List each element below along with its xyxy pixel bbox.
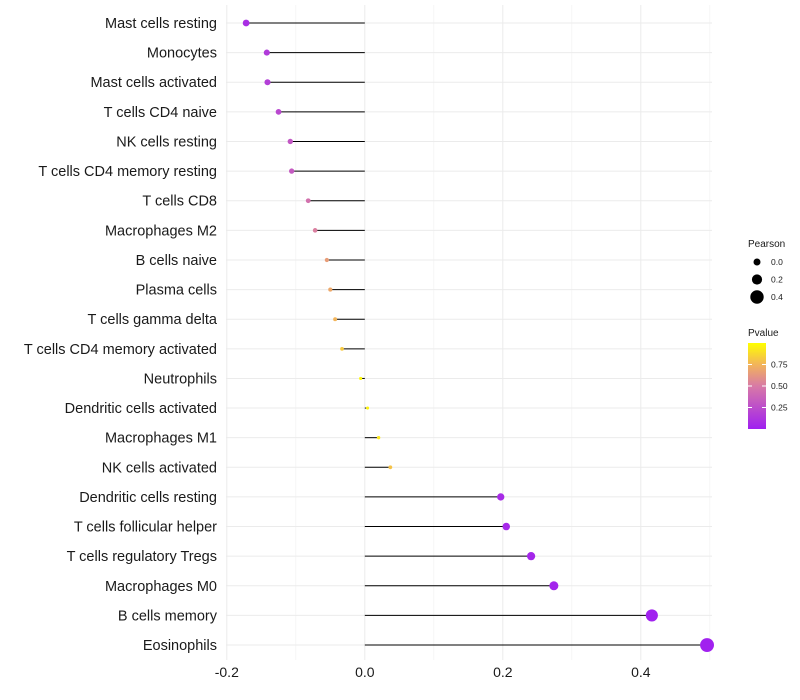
y-tick-label: B cells naive — [136, 253, 217, 269]
data-point — [263, 49, 270, 56]
x-tick-label: 0.4 — [631, 664, 651, 680]
y-tick-label: Mast cells activated — [90, 75, 217, 91]
y-tick-label: Monocytes — [147, 46, 217, 62]
y-tick-label: Macrophages M1 — [105, 431, 217, 447]
color-legend: Pvalue 0.75 0.50 0.25 — [748, 328, 788, 429]
data-point — [324, 257, 329, 263]
data-point — [328, 287, 333, 292]
y-tick-label: Dendritic cells resting — [79, 490, 217, 506]
color-legend-title: Pvalue — [748, 328, 779, 339]
size-legend: Pearson 0.0 0.2 0.4 — [748, 239, 785, 304]
size-legend-label: 0.2 — [771, 275, 783, 285]
y-tick-label: T cells CD4 memory activated — [24, 342, 217, 358]
y-tick-label: Macrophages M0 — [105, 579, 217, 595]
size-legend-label: 0.0 — [771, 257, 783, 267]
x-tick-label: 0.0 — [355, 664, 375, 680]
y-tick-label: NK cells activated — [102, 460, 217, 476]
y-tick-label: T cells CD4 naive — [104, 105, 217, 121]
y-tick-label: NK cells resting — [116, 134, 217, 150]
size-legend-key — [751, 274, 763, 285]
data-point — [264, 79, 271, 86]
y-axis-labels: Mast cells resting Monocytes Mast cells ac… — [24, 16, 218, 654]
data-point — [333, 317, 338, 322]
color-bar — [748, 343, 766, 429]
stems — [246, 22, 708, 646]
data-point — [287, 138, 293, 145]
y-tick-label: B cells memory — [118, 608, 218, 624]
data-point — [645, 609, 658, 622]
data-point — [275, 108, 282, 115]
data-point — [526, 552, 536, 561]
data-point — [388, 465, 393, 470]
points — [242, 19, 714, 652]
data-point — [376, 435, 381, 440]
y-tick-label: T cells CD8 — [142, 194, 217, 210]
size-legend-key — [750, 290, 764, 304]
grid-lines — [226, 5, 712, 660]
y-tick-label: T cells CD4 memory resting — [38, 164, 217, 180]
data-point — [497, 493, 505, 501]
y-tick-label: Eosinophils — [143, 638, 217, 654]
size-legend-title: Pearson — [748, 239, 785, 250]
data-point — [366, 406, 370, 410]
size-legend-key — [753, 258, 761, 266]
y-tick-label: T cells follicular helper — [74, 520, 217, 536]
x-axis-labels: -0.2 0.0 0.2 0.4 — [215, 664, 651, 680]
y-tick-label: Mast cells resting — [105, 16, 217, 32]
y-tick-label: Plasma cells — [136, 283, 217, 299]
color-legend-label: 0.25 — [771, 403, 788, 413]
y-tick-label: Neutrophils — [144, 371, 217, 387]
data-point — [700, 638, 714, 652]
y-tick-label: T cells gamma delta — [88, 312, 218, 328]
data-point — [242, 19, 250, 27]
color-legend-label: 0.50 — [771, 381, 788, 391]
data-point — [502, 522, 511, 531]
data-point — [340, 346, 344, 351]
data-point — [312, 228, 318, 233]
color-legend-label: 0.75 — [771, 360, 788, 370]
y-tick-label: Dendritic cells activated — [65, 401, 217, 417]
y-tick-label: Macrophages M2 — [105, 223, 217, 239]
y-tick-label: T cells regulatory Tregs — [67, 549, 217, 565]
data-point — [288, 168, 295, 174]
data-point — [359, 376, 363, 381]
data-point — [549, 581, 559, 591]
x-tick-label: 0.2 — [493, 664, 513, 680]
size-legend-label: 0.4 — [771, 292, 783, 302]
data-point — [305, 198, 311, 204]
x-tick-label: -0.2 — [215, 664, 239, 680]
